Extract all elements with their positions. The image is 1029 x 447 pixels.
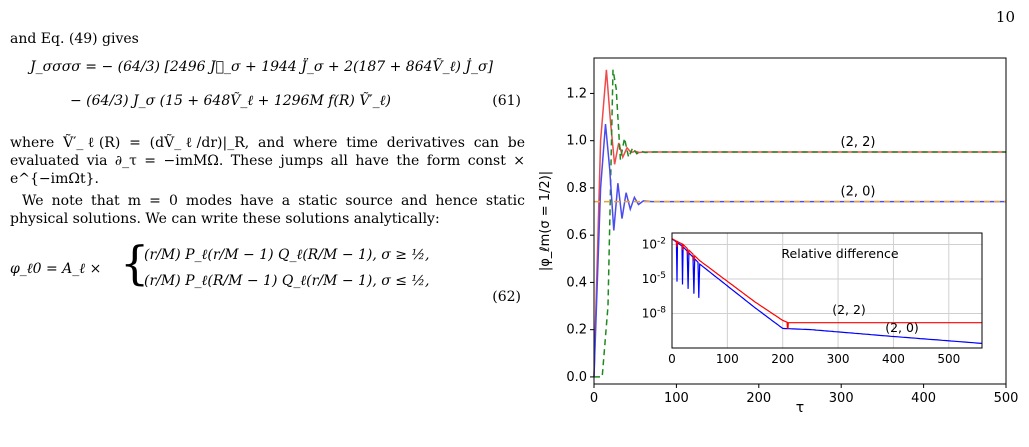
x-tick-label: 100 [664,391,689,406]
paragraph-intro: and Eq. (49) gives [10,31,139,47]
inset-annotation-20: (2, 0) [885,320,919,335]
y-tick-label: 0.0 [566,370,587,385]
page-number: 10 [995,8,1015,26]
equation-61-line2: − (64/3) J_σ (15 + 648Ṽ_ℓ + 1296M f(R) Ṽ… [70,93,391,109]
series-line-1 [594,69,1006,378]
equation-61-number: (61) [492,93,521,109]
inset-x-tick-label: 400 [882,352,905,366]
y-tick-label: 0.8 [566,181,587,196]
plot-frame [593,57,1007,385]
y-axis-label: |φ_ℓm(σ = 1/2)| [538,171,553,271]
y-tick-label: 1.0 [566,134,587,149]
inset-border [671,232,983,349]
inset-x-tick-label: 100 [716,352,739,366]
inset-title: Relative difference [781,246,898,261]
inset-x-tick-label: 0 [668,352,676,366]
y-tick-label: 0.4 [566,275,587,290]
y-tick-label: 0.2 [566,323,587,338]
inset-x-tick-label: 500 [937,352,960,366]
inset-y-tick-label: 10-8 [642,306,667,321]
x-tick-label: 500 [994,391,1019,406]
equation-62-brace: { [120,236,150,290]
x-tick-label: 0 [590,391,598,406]
equation-61-line1: J_σσσσ = − (64/3) [2496 J⃛_σ + 1944 J̈_σ… [30,59,494,75]
inset-annotation-22: (2, 2) [832,302,866,317]
equation-62-number: (62) [492,289,521,305]
annotation-20: (2, 0) [841,185,876,200]
x-tick-label: 300 [829,391,854,406]
equation-62-case2: (r/M) P_ℓ(R/M − 1) Q_ℓ(r/M − 1), σ ≤ ½, [144,273,430,289]
equation-62-lhs: φ_ℓ0 = A_ℓ × [10,261,102,277]
inset-y-tick-label: 10-5 [642,271,666,286]
equation-62: φ_ℓ0 = A_ℓ × { (r/M) P_ℓ(r/M − 1) Q_ℓ(R/… [10,238,525,305]
inset-y-tick-label: 10-2 [642,237,666,252]
equation-62-case1: (r/M) P_ℓ(r/M − 1) Q_ℓ(R/M − 1), σ ≥ ½, [144,247,430,263]
y-tick-label: 1.2 [566,86,587,101]
series-line-2 [593,124,1006,377]
y-tick-label: 0.6 [566,228,587,243]
x-tick-label: 200 [746,391,771,406]
x-axis-label: τ [796,400,804,416]
inset-series-0 [671,238,983,344]
inset-series-1 [671,238,982,330]
paragraph-where: where Ṽ′_ℓ(R) = (dṼ_ℓ/dr)|_R, and where … [10,135,525,187]
paragraph-static: We note that m = 0 modes have a static s… [10,193,525,227]
text-column: and Eq. (49) gives J_σσσσ = − (64/3) [24… [10,30,525,305]
x-tick-label: 400 [911,391,936,406]
equation-61: J_σσσσ = − (64/3) [2496 J⃛_σ + 1944 J̈_σ… [10,58,525,122]
inset-x-tick-label: 300 [827,352,850,366]
inset-x-tick-label: 200 [771,352,794,366]
annotation-22: (2, 2) [841,135,876,150]
